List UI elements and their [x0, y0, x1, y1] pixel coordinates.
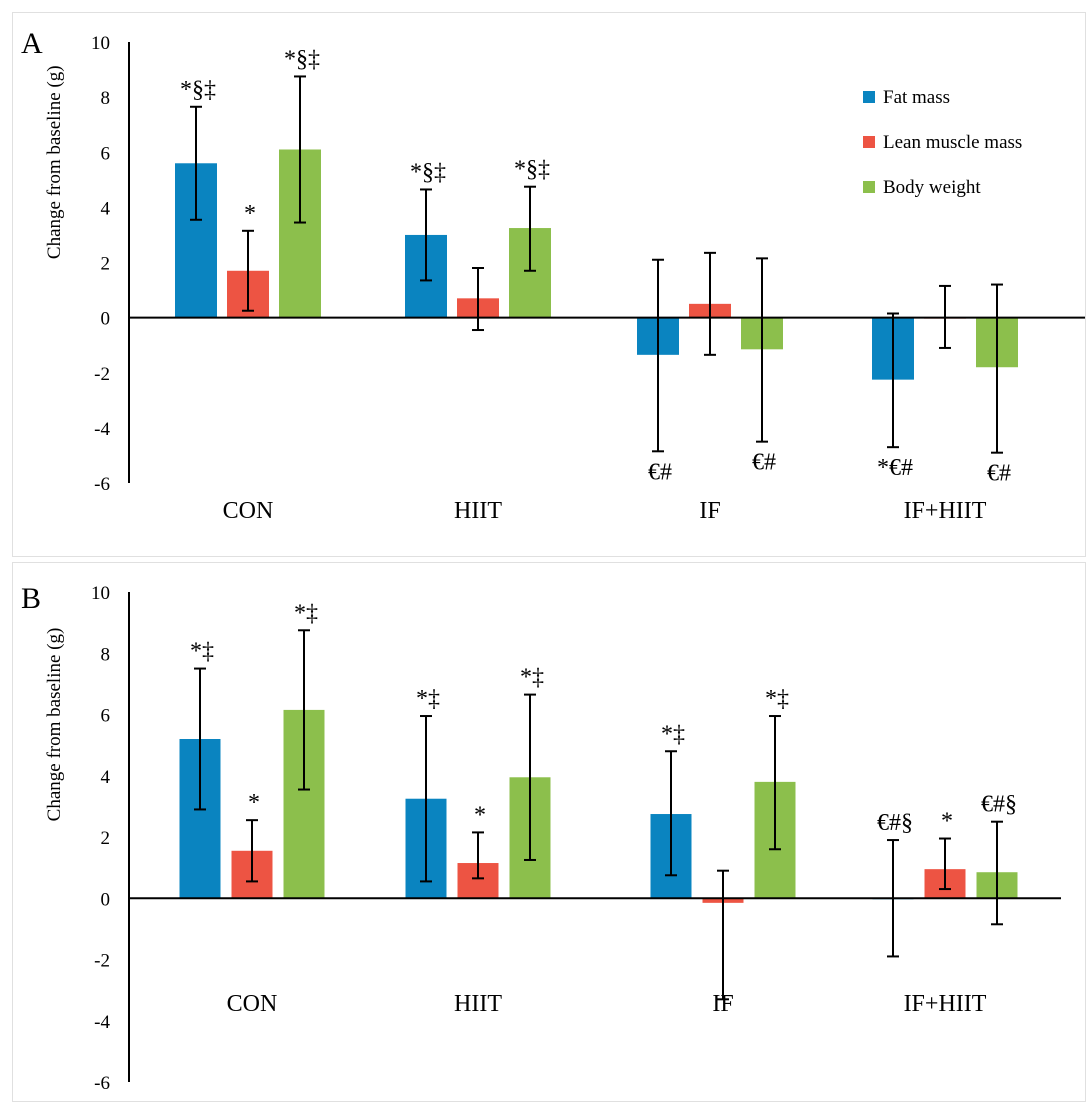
y-tick-label: 8 — [101, 644, 111, 665]
y-tick-label: -4 — [94, 419, 110, 440]
panel-b: B Change from baseline (g) 10 8 6 4 2 0 -2 -4 -6 *‡… — [12, 562, 1086, 1102]
significance-label: *§‡ — [514, 157, 550, 183]
category-label: HIIT — [454, 498, 502, 524]
significance-label: *‡ — [416, 686, 440, 712]
y-axis-label: Change from baseline (g) — [44, 628, 65, 822]
significance-label: *€# — [877, 455, 913, 481]
y-tick-label: 4 — [101, 767, 111, 788]
legend-entry: Body weight — [883, 177, 981, 198]
significance-label: *§‡ — [180, 77, 216, 103]
y-tick-label: -6 — [94, 474, 110, 495]
legend-entry: Lean muscle mass — [883, 132, 1022, 153]
significance-label: *‡ — [520, 665, 544, 691]
significance-label: * — [474, 802, 486, 828]
significance-label: * — [244, 201, 256, 227]
y-tick-label: 4 — [101, 198, 111, 219]
legend-swatch — [863, 181, 875, 193]
y-tick-label: -6 — [94, 1073, 110, 1094]
y-tick-label: 0 — [101, 889, 111, 910]
significance-label: €# — [752, 450, 776, 476]
significance-label: €# — [648, 459, 672, 485]
legend-swatch — [863, 136, 875, 148]
y-tick-label: -4 — [94, 1012, 110, 1033]
category-label: CON — [227, 991, 278, 1017]
y-tick-label: 10 — [91, 33, 110, 54]
category-label: HIIT — [454, 991, 502, 1017]
significance-label: *‡ — [765, 686, 789, 712]
significance-label: * — [248, 790, 260, 816]
significance-label: €#§ — [877, 810, 913, 836]
significance-label: *§‡ — [284, 46, 320, 72]
category-label: CON — [223, 498, 274, 524]
legend-swatch — [863, 91, 875, 103]
y-tick-label: 6 — [101, 706, 111, 727]
y-tick-label: 10 — [91, 583, 110, 604]
category-label: IF+HIIT — [904, 991, 987, 1017]
panel-label: A — [21, 27, 43, 60]
legend-entry: Fat mass — [883, 87, 950, 108]
significance-label: *§‡ — [410, 159, 446, 185]
y-tick-label: -2 — [94, 364, 110, 385]
y-tick-label: 6 — [101, 143, 111, 164]
panel-label: B — [21, 582, 41, 615]
y-tick-label: 2 — [101, 254, 111, 275]
y-tick-label: -2 — [94, 951, 110, 972]
panel-a: A Change from baseline (g) 10 8 6 4 2 0 -2 -4 -6 *§… — [12, 12, 1086, 557]
y-tick-label: 8 — [101, 88, 111, 109]
category-label: IF — [699, 498, 720, 524]
significance-label: *‡ — [294, 600, 318, 626]
significance-label: *‡ — [190, 639, 214, 665]
category-label: IF+HIIT — [904, 498, 987, 524]
significance-label: *‡ — [661, 721, 685, 747]
significance-label: * — [941, 809, 953, 835]
category-label: IF — [712, 991, 733, 1017]
y-tick-label: 2 — [101, 828, 111, 849]
significance-label: €# — [987, 461, 1011, 487]
y-axis-label: Change from baseline (g) — [44, 65, 65, 259]
significance-label: €#§ — [981, 792, 1017, 818]
y-tick-label: 0 — [101, 309, 111, 330]
